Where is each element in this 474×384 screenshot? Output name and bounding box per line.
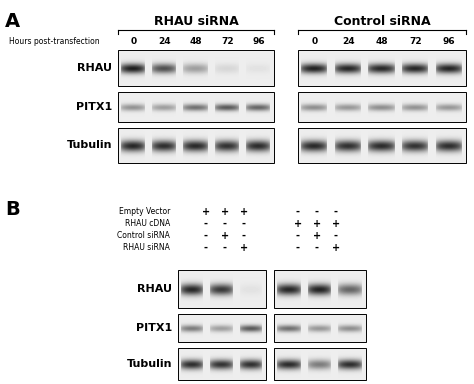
Text: Tubulin: Tubulin: [127, 359, 172, 369]
Text: 96: 96: [252, 38, 264, 46]
Text: 24: 24: [342, 38, 355, 46]
Text: RHAU: RHAU: [77, 63, 112, 73]
Text: 0: 0: [130, 38, 137, 46]
Bar: [178, 348, 266, 380]
Text: PITX1: PITX1: [136, 323, 172, 333]
Text: -: -: [204, 243, 208, 253]
Text: -: -: [296, 231, 300, 241]
Text: 48: 48: [190, 38, 202, 46]
Text: RHAU siRNA: RHAU siRNA: [154, 15, 238, 28]
Bar: [298, 50, 466, 86]
Bar: [178, 270, 266, 308]
Text: -: -: [223, 219, 227, 229]
Text: A: A: [5, 12, 20, 31]
Text: Empty Vector: Empty Vector: [118, 207, 170, 217]
Bar: [118, 92, 274, 122]
Text: -: -: [296, 207, 300, 217]
Text: -: -: [334, 231, 338, 241]
Text: +: +: [221, 231, 229, 241]
Text: +: +: [332, 243, 340, 253]
Text: -: -: [334, 207, 338, 217]
Text: 24: 24: [158, 38, 171, 46]
Text: +: +: [202, 207, 210, 217]
Text: +: +: [313, 231, 321, 241]
Text: +: +: [313, 219, 321, 229]
Text: -: -: [242, 219, 246, 229]
Text: RHAU siRNA: RHAU siRNA: [123, 243, 170, 253]
Text: +: +: [221, 207, 229, 217]
Text: -: -: [296, 243, 300, 253]
Text: B: B: [5, 200, 20, 219]
Text: 0: 0: [312, 38, 318, 46]
Text: -: -: [204, 231, 208, 241]
Text: -: -: [204, 219, 208, 229]
Text: Hours post-transfection: Hours post-transfection: [9, 38, 100, 46]
Text: 48: 48: [376, 38, 388, 46]
Text: PITX1: PITX1: [76, 102, 112, 112]
Text: -: -: [242, 231, 246, 241]
Text: Control siRNA: Control siRNA: [334, 15, 430, 28]
Text: Tubulin: Tubulin: [66, 141, 112, 151]
Text: -: -: [223, 243, 227, 253]
Text: 96: 96: [443, 38, 456, 46]
Text: +: +: [332, 219, 340, 229]
Text: +: +: [240, 207, 248, 217]
Bar: [274, 270, 366, 308]
Text: -: -: [315, 243, 319, 253]
Bar: [118, 128, 274, 163]
Bar: [118, 50, 274, 86]
Bar: [274, 314, 366, 342]
Text: +: +: [240, 243, 248, 253]
Bar: [274, 348, 366, 380]
Bar: [298, 92, 466, 122]
Text: RHAU: RHAU: [137, 284, 172, 294]
Text: 72: 72: [409, 38, 422, 46]
Text: Control siRNA: Control siRNA: [117, 232, 170, 240]
Text: RHAU cDNA: RHAU cDNA: [125, 220, 170, 228]
Text: +: +: [294, 219, 302, 229]
Bar: [298, 128, 466, 163]
Text: 72: 72: [221, 38, 234, 46]
Text: -: -: [315, 207, 319, 217]
Bar: [178, 314, 266, 342]
